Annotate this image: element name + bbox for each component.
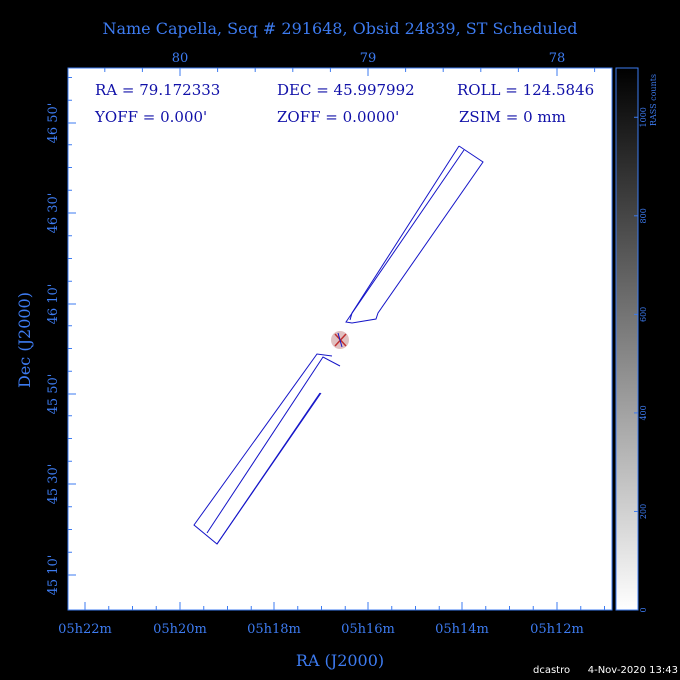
x-axis-label: RA (J2000) bbox=[296, 651, 384, 670]
info-block: RA = 79.172333 DEC = 45.997992 ROLL = 124.… bbox=[94, 81, 594, 126]
colorbar-label: RASS counts bbox=[649, 74, 658, 126]
x-top-tick-label: 79 bbox=[360, 51, 377, 66]
y-tick-label: 46 50' bbox=[46, 103, 61, 144]
colorbar-tick-label: 600 bbox=[639, 307, 648, 322]
x-ticks-bottom: 05h22m 05h20m 05h18m 05h16m 05h14m 05h12m bbox=[58, 602, 605, 637]
colorbar-ticks: 0 200 400 600 800 1000 bbox=[634, 107, 648, 613]
info-yoff: YOFF = 0.000' bbox=[94, 108, 207, 126]
x-tick-label: 05h22m bbox=[58, 622, 112, 637]
outline-lower-inner-edge bbox=[216, 392, 321, 545]
x-tick-label: 05h20m bbox=[153, 622, 207, 637]
info-roll: ROLL = 124.5846 bbox=[457, 81, 594, 99]
outline-lower-inner bbox=[206, 356, 341, 534]
footer-user: dcastro bbox=[533, 665, 570, 676]
x-tick-label: 05h12m bbox=[530, 622, 584, 637]
colorbar-tick-label: 1000 bbox=[639, 107, 648, 127]
outline-upper-outer bbox=[345, 145, 484, 324]
target-marker bbox=[331, 331, 349, 349]
chart-title: Name Capella, Seq # 291648, Obsid 24839,… bbox=[102, 19, 577, 38]
colorbar-tick-label: 200 bbox=[639, 504, 648, 519]
x-tick-label: 05h14m bbox=[435, 622, 489, 637]
colorbar bbox=[615, 67, 639, 611]
x-top-tick-label: 78 bbox=[549, 51, 566, 66]
y-tick-label: 46 30' bbox=[46, 193, 61, 234]
colorbar-tick-label: 0 bbox=[639, 607, 648, 612]
colorbar-tick-label: 800 bbox=[639, 208, 648, 223]
x-tick-label: 05h18m bbox=[247, 622, 301, 637]
colorbar-tick-label: 400 bbox=[639, 405, 648, 420]
info-dec: DEC = 45.997992 bbox=[277, 81, 415, 99]
target-cross-c bbox=[337, 332, 343, 348]
y-tick-label: 45 50' bbox=[46, 374, 61, 415]
y-tick-label: 45 30' bbox=[46, 464, 61, 505]
footer-date: 4-Nov-2020 13:43 bbox=[588, 665, 678, 676]
y-ticks: 45 10' 45 30' 45 50' 46 10' 46 30' 46 50' bbox=[46, 77, 76, 596]
x-tick-label: 05h16m bbox=[341, 622, 395, 637]
y-axis-label: Dec (J2000) bbox=[15, 292, 34, 388]
info-ra: RA = 79.172333 bbox=[95, 81, 220, 99]
outline-upper-inner bbox=[349, 145, 460, 321]
y-tick-label: 45 10' bbox=[46, 555, 61, 596]
info-zoff: ZOFF = 0.0000' bbox=[277, 108, 399, 126]
x-top-tick-label: 80 bbox=[172, 51, 189, 66]
detector-outline bbox=[193, 145, 484, 545]
y-tick-label: 46 10' bbox=[46, 284, 61, 325]
info-zsim: ZSIM = 0 mm bbox=[459, 108, 566, 126]
x-ticks-top: 80 79 78 bbox=[104, 51, 596, 76]
